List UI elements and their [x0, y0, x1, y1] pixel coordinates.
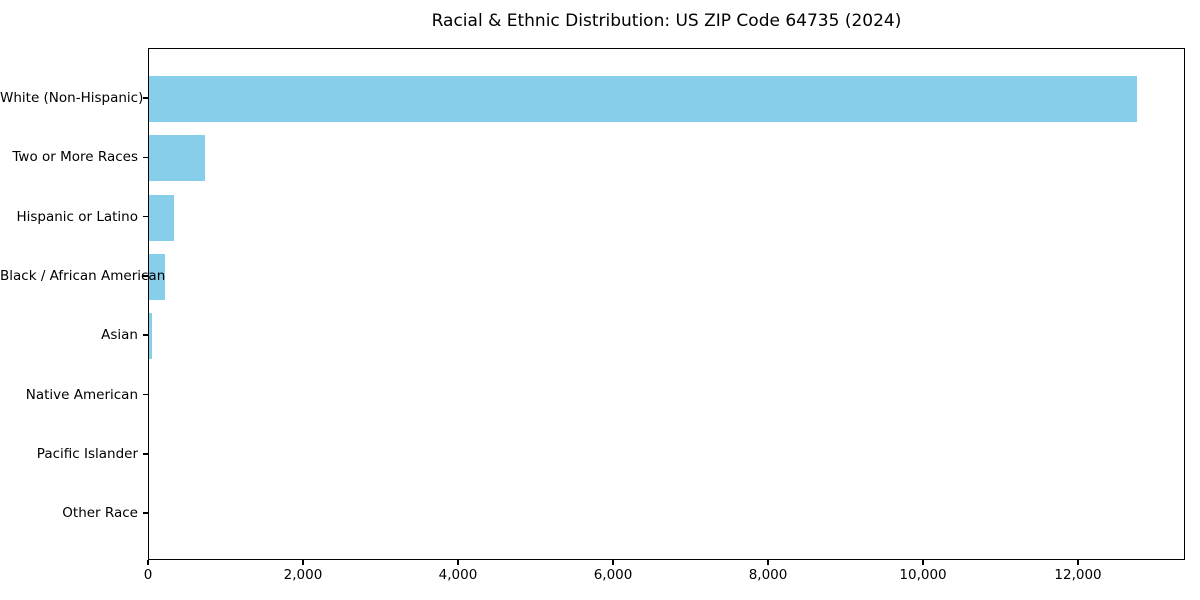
x-tick-mark: [457, 560, 459, 565]
x-tick-mark: [302, 560, 304, 565]
y-tick-mark: [143, 334, 148, 336]
x-tick-mark: [147, 560, 149, 565]
plot-area: [148, 48, 1185, 560]
bar: [149, 135, 206, 182]
x-tick-label: 2,000: [283, 567, 323, 583]
x-tick-label: 6,000: [593, 567, 633, 583]
x-tick-label: 4,000: [438, 567, 478, 583]
y-tick-mark: [143, 453, 148, 455]
y-tick-label: Black / African American: [0, 267, 166, 284]
y-tick-label: White (Non-Hispanic): [0, 90, 144, 106]
x-tick-mark: [612, 560, 614, 565]
y-tick-label: Two or More Races: [12, 149, 138, 166]
bar: [149, 313, 153, 360]
y-tick-label: Asian: [101, 327, 138, 344]
x-tick-mark: [767, 560, 769, 565]
x-tick-label: 12,000: [1054, 567, 1102, 583]
y-tick-label: Hispanic or Latino: [16, 208, 138, 225]
y-tick-label: Other Race: [62, 505, 138, 522]
bar: [149, 76, 1138, 122]
y-tick-mark: [143, 156, 148, 159]
y-tick-label: Pacific Islander: [36, 445, 138, 462]
chart-title: Racial & Ethnic Distribution: US ZIP Cod…: [431, 11, 902, 31]
x-tick-label: 8,000: [748, 567, 788, 583]
x-tick-label: 0: [143, 567, 153, 583]
y-tick-mark: [143, 275, 148, 277]
bar: [149, 253, 165, 300]
x-tick-mark: [922, 560, 924, 565]
y-tick-mark: [143, 512, 148, 514]
y-tick-mark: [143, 215, 148, 218]
x-tick-mark: [1077, 560, 1079, 565]
y-tick-mark: [143, 393, 148, 396]
y-tick-label: Native American: [25, 386, 138, 403]
bar: [149, 194, 175, 241]
x-tick-label: 10,000: [899, 567, 947, 583]
y-tick-mark: [143, 97, 148, 99]
